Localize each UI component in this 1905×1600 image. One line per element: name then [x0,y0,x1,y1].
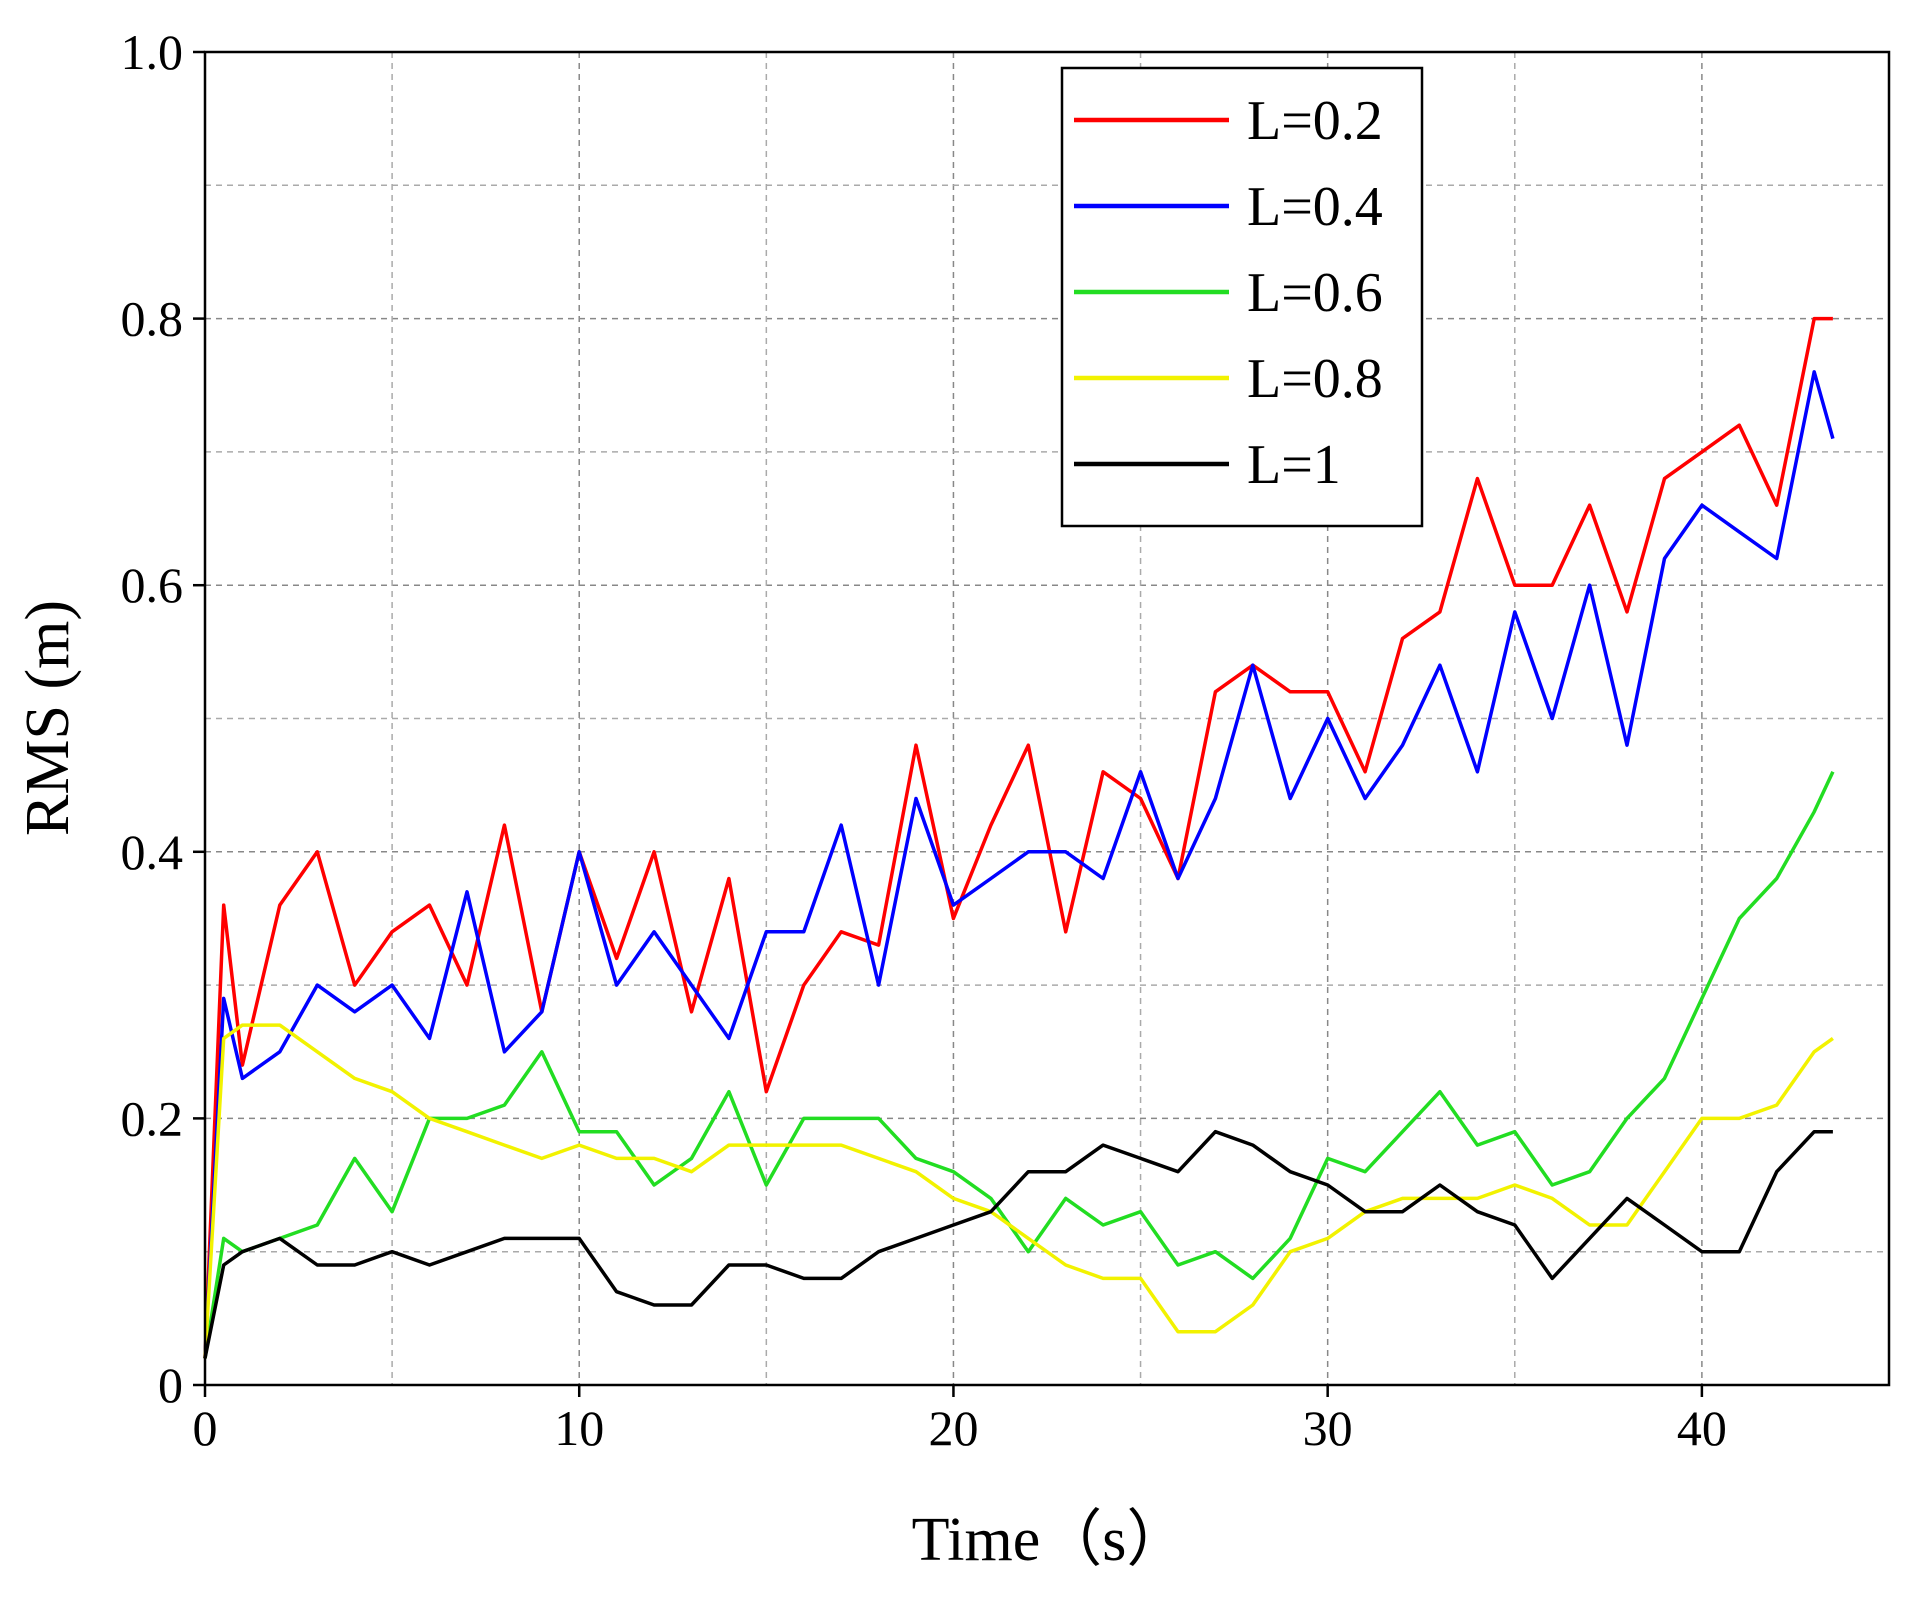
legend-box [1060,66,1424,528]
y-tick-label: 0.2 [121,1090,184,1146]
legend: L=0.2 L=0.4 L=0.6 L=0.8 L=1 [1060,66,1424,528]
x-tick-label: 10 [554,1400,604,1456]
series-line [203,1129,1833,1359]
x-tick-label: 30 [1303,1400,1353,1456]
legend-label: L=0.6 [1247,262,1383,324]
y-tick-label: 0.4 [121,824,184,880]
legend-label: L=1 [1247,434,1341,496]
x-axis-title: Time（s） [912,1506,1189,1574]
legend-label: L=0.8 [1247,348,1383,410]
x-tick-label: 20 [928,1400,978,1456]
x-tick-label: 0 [193,1400,218,1456]
y-tick-label: 0.8 [121,291,184,347]
y-tick-label: 0.6 [121,557,184,613]
y-axis-title: RMS (m) [14,600,82,836]
plot-frame [203,50,1891,1387]
legend-label: L=0.4 [1247,176,1383,238]
series-line [203,1023,1834,1359]
y-tick-label: 1.0 [121,24,184,80]
series-line [203,370,1835,1359]
y-tick-label: 0 [158,1357,183,1413]
legend-label: L=0.2 [1247,90,1383,152]
series-line [203,316,1833,1359]
x-tick-label: 40 [1677,1400,1727,1456]
